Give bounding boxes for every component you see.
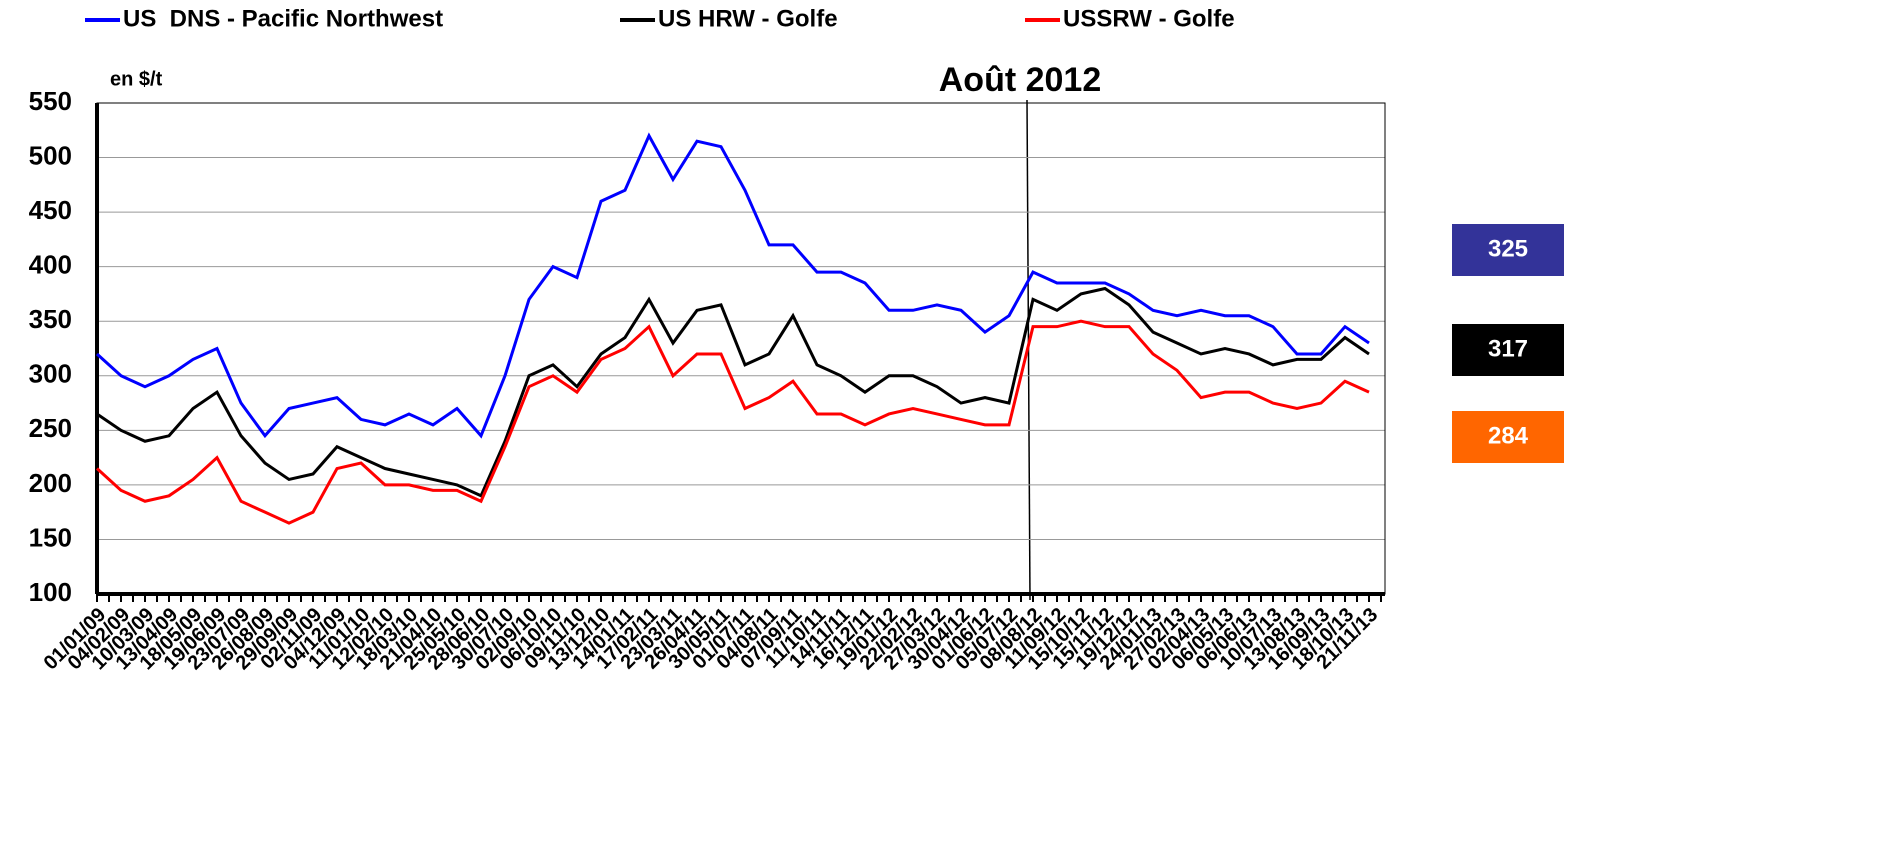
- y-tick-label: 550: [29, 86, 72, 116]
- end-label: 317: [1488, 335, 1528, 362]
- end-label-box: [1452, 224, 1564, 276]
- series-line: [96, 286, 1370, 498]
- end-label: 325: [1488, 235, 1528, 262]
- series-line: [95, 132, 1370, 439]
- y-tick-label: 450: [29, 195, 72, 225]
- y-axis-label: en $/t: [110, 68, 163, 90]
- end-label-box: [1452, 324, 1564, 376]
- end-label-box: [1452, 411, 1564, 463]
- legend-label: USSRW - Golfe: [1063, 5, 1235, 32]
- y-tick-label: 500: [29, 140, 72, 170]
- annotation: Août 2012: [939, 61, 1102, 99]
- y-tick-label: 400: [29, 250, 72, 280]
- y-tick-label: 150: [29, 522, 72, 552]
- y-tick-label: 100: [29, 577, 72, 607]
- y-tick-label: 250: [29, 413, 72, 443]
- series-line: [95, 319, 1370, 525]
- y-tick-label: 200: [29, 468, 72, 498]
- legend-label: US DNS - Pacific Northwest: [123, 5, 443, 32]
- y-tick-label: 300: [29, 359, 72, 389]
- legend-label: US HRW - Golfe: [658, 5, 838, 32]
- y-tick-label: 350: [29, 304, 72, 334]
- end-label: 284: [1488, 422, 1529, 449]
